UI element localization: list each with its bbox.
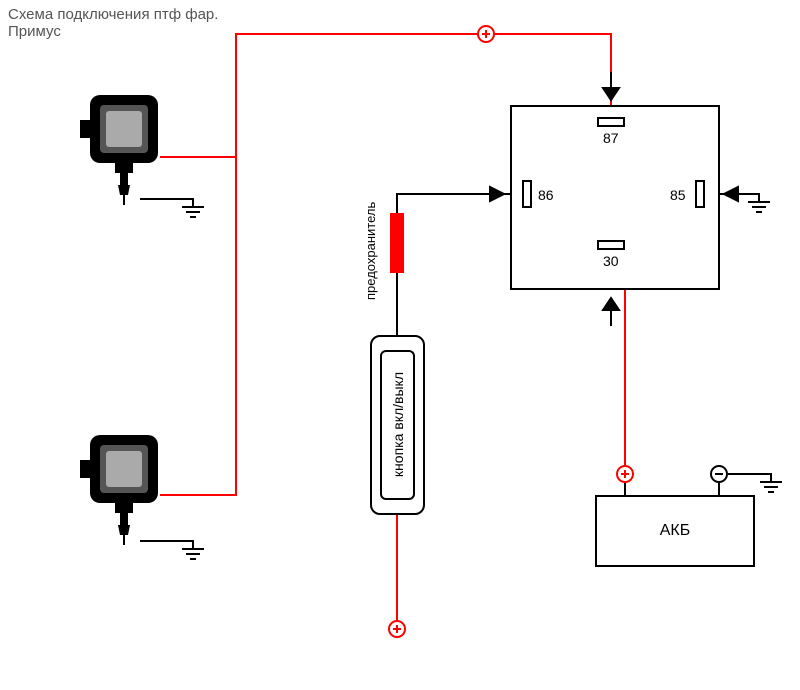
title-line-1: Схема подключения птф фар. (8, 6, 218, 23)
wire-power-top-right (494, 33, 612, 35)
ground-85 (748, 193, 770, 215)
relay-pin-85-label: 85 (670, 187, 686, 203)
ground-lamp2 (182, 540, 204, 562)
wire-fuse-to-switch (396, 273, 398, 335)
relay-pin-87 (597, 117, 625, 127)
switch-inner: кнопка вкл/выкл (380, 350, 415, 500)
arrow-to-87 (598, 70, 624, 102)
wire-power-down2 (235, 156, 237, 496)
wire-power-to-lamp2 (160, 494, 237, 496)
wire-86-h (396, 193, 510, 195)
title-line-2: Примус (8, 23, 61, 40)
plus-bottom (388, 620, 406, 638)
wire-power-top-h (235, 33, 478, 35)
relay-pin-86-label: 86 (538, 187, 554, 203)
battery-label: АКБ (660, 522, 691, 540)
plus-battery (616, 465, 634, 483)
plus-top (477, 25, 495, 43)
relay-pin-87-label: 87 (603, 130, 619, 146)
wire-power-to-lamp1 (160, 156, 237, 158)
relay-pin-86 (522, 180, 532, 208)
relay-pin-85 (695, 180, 705, 208)
wire-30-to-batt (624, 290, 626, 466)
fuse (390, 213, 404, 273)
minus-battery (710, 465, 728, 483)
relay-pin-30-label: 30 (603, 253, 619, 269)
battery-box: АКБ (595, 495, 755, 567)
ground-battery (760, 473, 782, 495)
ground-lamp1 (182, 198, 204, 220)
wire-switch-to-plus (396, 515, 398, 621)
relay-pin-30 (597, 240, 625, 250)
wire-battminus-stub (718, 483, 720, 497)
diagram-title: Схема подключения птф фар. Примус (8, 6, 218, 41)
fuse-label: предохранитель (363, 170, 378, 300)
arrow-to-30 (598, 296, 624, 328)
wire-power-down1 (235, 33, 237, 158)
switch-label: кнопка вкл/выкл (390, 372, 406, 477)
wire-86-to-fuse (396, 193, 398, 213)
